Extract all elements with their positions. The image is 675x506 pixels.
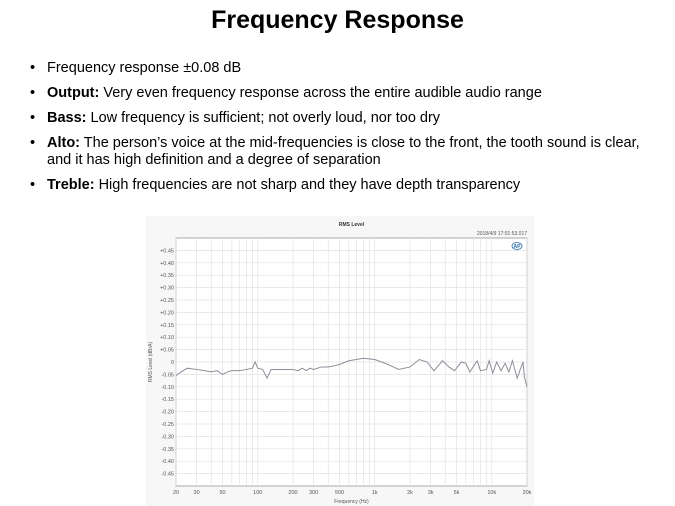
bullet-item: • Alto: The person’s voice at the mid-fre… bbox=[30, 135, 650, 169]
y-tick-label: -0.25 bbox=[161, 422, 174, 428]
x-tick-label: 300 bbox=[309, 490, 318, 496]
y-tick-label: +0.25 bbox=[160, 298, 174, 304]
bullet-text: Very even frequency response across the … bbox=[99, 85, 542, 101]
y-tick-label: +0.05 bbox=[160, 348, 174, 354]
y-tick-label: +0.20 bbox=[160, 310, 174, 316]
y-tick-label: +0.45 bbox=[160, 248, 174, 254]
x-tick-label: 30 bbox=[194, 490, 200, 496]
bullet-item: • Bass: Low frequency is sufficient; not … bbox=[30, 110, 650, 127]
x-tick-label: 10k bbox=[487, 490, 496, 496]
bullet-label: Bass: bbox=[47, 110, 87, 126]
x-tick-label: 5k bbox=[454, 490, 460, 496]
ap-logo: AP bbox=[511, 242, 523, 250]
x-tick-label: 500 bbox=[335, 490, 344, 496]
bullet-icon: • bbox=[30, 177, 36, 193]
rms-level-line bbox=[175, 357, 528, 387]
y-tick-label: -0.20 bbox=[161, 410, 174, 416]
bullet-item: • Output: Very even frequency response ac… bbox=[30, 85, 650, 102]
y-tick-label: -0.15 bbox=[161, 397, 174, 403]
y-tick-label: +0.15 bbox=[160, 323, 174, 329]
y-tick-label: +0.10 bbox=[160, 335, 174, 341]
bullet-label: Output: bbox=[47, 85, 100, 101]
y-tick-label: +0.40 bbox=[160, 261, 174, 267]
bullet-text: Frequency response ±0.08 dB bbox=[47, 60, 242, 76]
y-tick-label: -0.10 bbox=[161, 385, 174, 391]
y-tick-label: 0 bbox=[171, 360, 174, 366]
chart-timestamp: 2018/4/9 17:01:53.017 bbox=[477, 231, 527, 237]
bullet-label: Alto: bbox=[47, 135, 81, 151]
svg-text:AP: AP bbox=[514, 244, 522, 250]
frequency-response-chart: +0.45 +0.40 +0.35 +0.30 +0.25 +0.20 +0.15 +0.10… bbox=[146, 216, 534, 506]
y-tick-label: -0.35 bbox=[161, 447, 174, 453]
bullet-text: The person’s voice at the mid-frequencie… bbox=[47, 135, 640, 168]
x-tick-label: 50 bbox=[219, 490, 225, 496]
bullet-list: • Frequency response ±0.08 dB • Output: Ver… bbox=[30, 60, 650, 202]
bullet-item: • Frequency response ±0.08 dB bbox=[30, 60, 650, 77]
bullet-icon: • bbox=[30, 135, 36, 151]
x-tick-label: 20 bbox=[173, 490, 179, 496]
slide-title: Frequency Response bbox=[211, 6, 464, 34]
x-tick-label: 200 bbox=[288, 490, 297, 496]
y-tick-label: -0.40 bbox=[161, 459, 174, 465]
x-tick-label: 20k bbox=[523, 490, 532, 496]
x-tick-label: 2k bbox=[407, 490, 413, 496]
y-tick-label: -0.05 bbox=[161, 372, 174, 378]
bullet-label: Treble: bbox=[47, 177, 95, 193]
bullet-icon: • bbox=[30, 110, 36, 126]
bullet-item: • Treble: High frequencies are not sharp … bbox=[30, 177, 650, 194]
y-tick-label: +0.35 bbox=[160, 273, 174, 279]
chart-title: RMS Level bbox=[339, 222, 365, 228]
y-tick-label: -0.45 bbox=[161, 472, 174, 478]
x-tick-label: 1k bbox=[372, 490, 378, 496]
x-tick-label: 3k bbox=[428, 490, 434, 496]
bullet-text: High frequencies are not sharp and they … bbox=[94, 177, 521, 193]
y-axis-label: RMS Level (dBrA) bbox=[148, 342, 154, 383]
y-tick-label: -0.30 bbox=[161, 434, 174, 440]
bullet-icon: • bbox=[30, 85, 36, 101]
bullet-text: Low frequency is sufficient; not overly … bbox=[86, 110, 441, 126]
bullet-icon: • bbox=[30, 60, 36, 76]
x-tick-label: 100 bbox=[253, 490, 262, 496]
y-tick-label: +0.30 bbox=[160, 286, 174, 292]
x-axis-label: Frequency (Hz) bbox=[334, 499, 369, 505]
